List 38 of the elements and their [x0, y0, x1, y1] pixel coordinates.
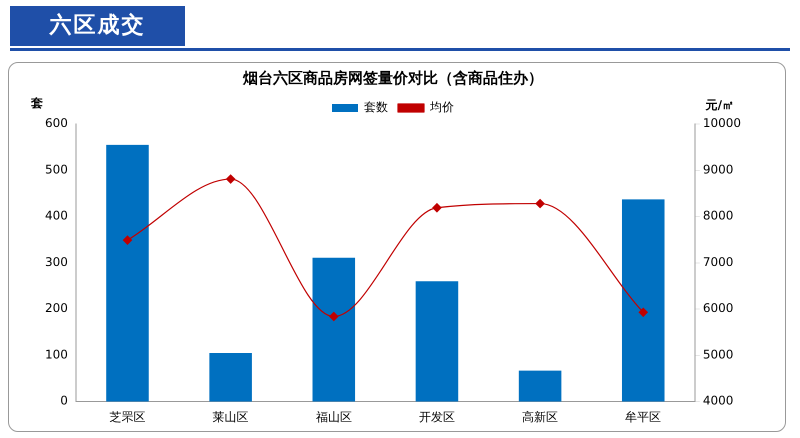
- bar: [209, 353, 252, 402]
- point: [329, 312, 338, 322]
- x-tick-label: 福山区: [316, 410, 352, 424]
- y-tick-label: 600: [45, 116, 68, 130]
- bar: [518, 370, 562, 402]
- y2-tick-label: 4000: [702, 394, 734, 408]
- chart-title: 烟台六区商品房网签量价对比（含商品住办）: [242, 68, 543, 87]
- x-tick-label: 牟平区: [625, 410, 662, 424]
- y-tick-label: 200: [45, 301, 68, 316]
- y2-tick-label: 5000: [702, 347, 734, 362]
- y-tick-label: 500: [45, 162, 68, 176]
- x-tick-label: 开发区: [418, 410, 455, 424]
- y-axis-title: 套: [30, 96, 43, 110]
- y2-axis-title: 元/㎡: [704, 98, 734, 112]
- y2-tick-label: 10000: [702, 116, 742, 130]
- y2-tick-label: 9000: [702, 162, 734, 176]
- y2-tick-label: 6000: [702, 301, 734, 316]
- y2-tick-label: 7000: [702, 254, 734, 269]
- point: [638, 308, 648, 317]
- point: [432, 203, 442, 212]
- y2-tick-label: 8000: [702, 208, 734, 223]
- bar: [622, 199, 665, 402]
- bar: [416, 281, 458, 402]
- bar: [312, 258, 356, 402]
- point: [226, 174, 236, 184]
- point: [122, 236, 132, 245]
- point: [535, 198, 545, 208]
- y-tick-label: 300: [45, 254, 68, 269]
- y-tick-label: 0: [60, 394, 68, 408]
- legend-label: 均价: [429, 100, 454, 114]
- text: 六区成交: [10, 6, 185, 46]
- x-tick-label: 高新区: [522, 410, 558, 424]
- x-tick-label: 莱山区: [212, 410, 249, 424]
- y-tick-label: 100: [45, 347, 68, 362]
- bar: [106, 144, 149, 402]
- legend-label: 套数: [364, 100, 388, 114]
- x-tick-label: 芝罘区: [109, 410, 146, 424]
- y-tick-label: 400: [45, 208, 68, 223]
